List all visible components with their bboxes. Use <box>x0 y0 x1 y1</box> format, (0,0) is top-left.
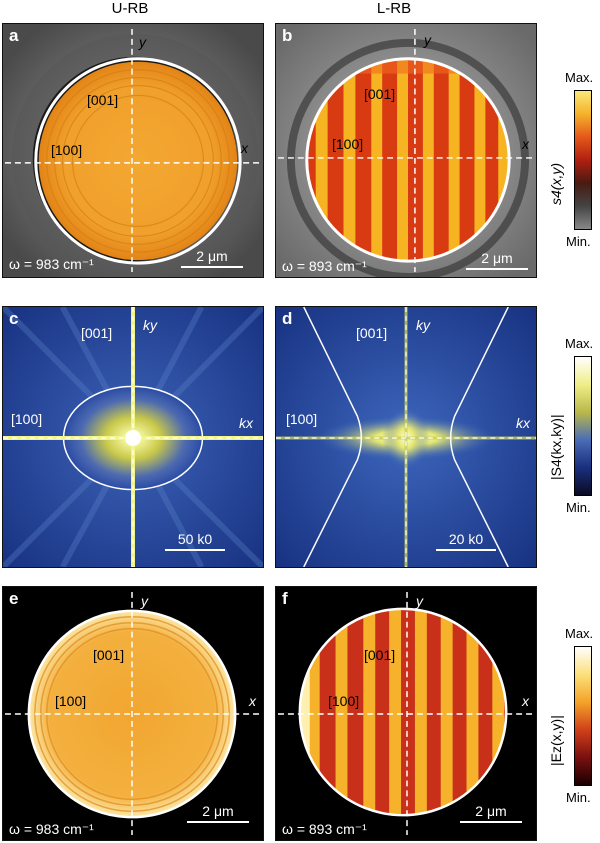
panel-e-y-axis-label: y <box>141 593 148 609</box>
panel-c-image <box>3 307 263 567</box>
panel-f-scale-label: 2 μm <box>475 803 507 819</box>
panel-a-x-axis-label: x <box>241 140 248 156</box>
panel-d-scale-line <box>436 549 496 551</box>
panel-e-direction-100: [100] <box>55 693 87 709</box>
panel-e-label: e <box>9 589 19 608</box>
panel-f-direction-100: [100] <box>328 693 360 709</box>
panel-b-direction-100: [100] <box>332 136 364 152</box>
panel-c-scale-bar: 50 k0 <box>165 531 225 551</box>
panel-e: e y x [001] [100] ω = 983 cm⁻¹ 2 μm <box>2 586 264 841</box>
panel-a-frequency: ω = 983 cm⁻¹ <box>9 256 94 272</box>
panel-e-image <box>3 587 263 840</box>
panel-d-kx-axis-label: kx <box>516 415 530 431</box>
panel-b-scale-label: 2 μm <box>481 250 513 266</box>
colorbar-3-max: Max. <box>565 626 594 641</box>
panel-a-direction-001: [001] <box>87 92 119 108</box>
panel-b-image <box>276 24 536 277</box>
column-title-l-rb: L-RB <box>376 0 412 17</box>
colorbar-1-min: Min. <box>566 234 591 249</box>
panel-f-scale-line <box>460 821 522 823</box>
panel-a-direction-100: [100] <box>51 142 83 158</box>
panel-b: b y x [001] [100] ω = 893 cm⁻¹ 2 μm <box>275 23 537 278</box>
panel-f: f y x [001] [100] ω = 893 cm⁻¹ 2 μm <box>275 586 537 841</box>
panel-f-label: f <box>282 589 288 608</box>
panel-c-direction-100: [100] <box>11 411 43 427</box>
panel-d-scale-label: 20 k0 <box>448 531 484 547</box>
panel-d-direction-001: [001] <box>356 325 388 341</box>
panel-e-scale-line <box>187 821 249 823</box>
panel-a-label: a <box>9 26 19 45</box>
panel-b-scale-bar: 2 μm <box>466 250 528 270</box>
panel-c-label: c <box>9 309 19 328</box>
panel-c-ky-axis-label: ky <box>143 317 157 333</box>
panel-d: d ky kx [001] [100] 20 k0 <box>275 306 537 568</box>
panel-d-ky-axis-label: ky <box>416 317 430 333</box>
panel-f-frequency: ω = 893 cm⁻¹ <box>282 821 367 837</box>
panel-d-image <box>276 307 536 567</box>
panel-c-kx-axis-label: kx <box>239 415 253 431</box>
colorbar-1-max: Max. <box>565 70 594 85</box>
panel-f-direction-001: [001] <box>364 647 396 663</box>
panel-b-frequency: ω = 893 cm⁻¹ <box>282 258 367 274</box>
colorbar-2 <box>574 356 592 496</box>
panel-a: a y x [001] [100] ω = 983 cm⁻¹ 2 μm <box>2 23 264 278</box>
colorbar-2-min: Min. <box>566 500 591 515</box>
panel-e-frequency: ω = 983 cm⁻¹ <box>9 821 94 837</box>
column-title-u-rb: U-RB <box>111 0 149 17</box>
colorbar-1-title: s4(x,y) <box>548 163 564 205</box>
panel-a-scale-line <box>181 266 243 268</box>
colorbar-3-min: Min. <box>566 790 591 805</box>
panel-c: c ky kx [001] [100] 50 k0 <box>2 306 264 568</box>
panel-e-x-axis-label: x <box>249 693 256 709</box>
panel-c-scale-label: 50 k0 <box>177 531 213 547</box>
panel-b-y-axis-label: y <box>424 32 431 48</box>
panel-a-scale-label: 2 μm <box>196 248 228 264</box>
panel-a-y-axis-label: y <box>139 34 146 50</box>
panel-d-direction-100: [100] <box>286 411 318 427</box>
panel-b-x-axis-label: x <box>522 136 529 152</box>
colorbar-3-title: |Ez(x,y)| <box>548 715 564 766</box>
panel-d-scale-bar: 20 k0 <box>436 531 496 551</box>
colorbar-3 <box>574 646 592 786</box>
panel-a-scale-bar: 2 μm <box>181 248 243 268</box>
colorbar-1 <box>574 90 592 230</box>
colorbar-2-max: Max. <box>565 336 594 351</box>
panel-e-scale-bar: 2 μm <box>187 803 249 823</box>
panel-d-label: d <box>282 309 293 328</box>
panel-f-x-axis-label: x <box>522 693 529 709</box>
colorbar-2-title: |S4(kx,ky)| <box>548 414 564 480</box>
panel-b-scale-line <box>466 268 528 270</box>
panel-c-direction-001: [001] <box>81 325 113 341</box>
panel-e-scale-label: 2 μm <box>202 803 234 819</box>
panel-c-scale-line <box>165 549 225 551</box>
panel-a-image <box>3 24 263 277</box>
panel-f-scale-bar: 2 μm <box>460 803 522 823</box>
panel-f-image <box>276 587 536 840</box>
panel-b-label: b <box>282 26 293 45</box>
panel-f-y-axis-label: y <box>416 593 423 609</box>
panel-e-direction-001: [001] <box>93 647 125 663</box>
panel-b-direction-001: [001] <box>364 86 396 102</box>
